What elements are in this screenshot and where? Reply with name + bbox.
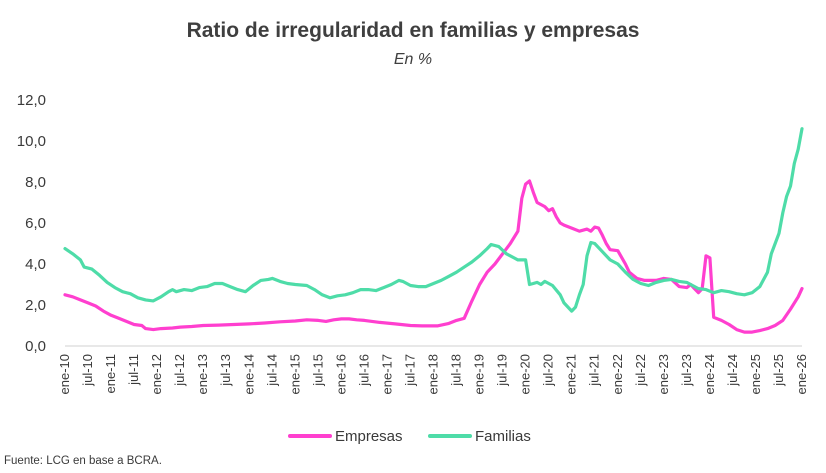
y-tick-label: 10,0 xyxy=(17,133,46,150)
x-tick-label: ene-19 xyxy=(472,354,487,394)
x-tick-label: ene-22 xyxy=(610,354,625,394)
series-layer xyxy=(63,127,804,334)
x-tick-label: ene-20 xyxy=(518,354,533,394)
x-tick-label: ene-25 xyxy=(748,354,763,394)
x-tick-label: jul-24 xyxy=(725,354,740,387)
y-tick-label: 4,0 xyxy=(25,256,46,273)
x-tick-label: ene-17 xyxy=(379,354,394,394)
x-tick-label: ene-12 xyxy=(149,354,164,394)
x-tick-label: ene-23 xyxy=(656,354,671,394)
x-tick-label: jul-20 xyxy=(541,354,556,387)
x-tick-label: ene-18 xyxy=(426,354,441,394)
y-tick-label: 6,0 xyxy=(25,215,46,232)
x-tick-label: jul-21 xyxy=(587,354,602,387)
x-axis: ene-10 jul-10 ene-11 jul-11 ene-12 jul-12 ene-… xyxy=(57,345,809,394)
x-tick-label: jul-23 xyxy=(679,354,694,387)
source-note: Fuente: LCG en base a BCRA. xyxy=(4,455,162,467)
y-tick-label: 8,0 xyxy=(25,174,46,191)
x-tick-label: jul-25 xyxy=(771,354,786,387)
x-tick-label: jul-10 xyxy=(80,354,95,387)
x-tick-label: ene-16 xyxy=(333,354,348,394)
x-tick-label: ene-11 xyxy=(103,354,118,394)
x-tick-label: jul-15 xyxy=(310,354,325,387)
y-tick-label: 12,0 xyxy=(17,92,46,109)
series-line-familias xyxy=(63,127,804,313)
y-axis: 0,0 2,0 4,0 6,0 8,0 10,0 12,0 xyxy=(17,92,46,355)
x-tick-label: jul-11 xyxy=(126,354,141,386)
chart-subtitle: En % xyxy=(394,51,432,68)
x-tick-label: jul-19 xyxy=(495,354,510,387)
x-tick-label: ene-24 xyxy=(702,354,717,394)
y-tick-label: 0,0 xyxy=(25,338,46,355)
x-tick-label: jul-13 xyxy=(218,354,233,387)
y-tick-label: 2,0 xyxy=(25,297,46,314)
x-tick-label: jul-22 xyxy=(633,354,648,387)
x-tick-label: jul-17 xyxy=(402,354,417,387)
x-tick-label: ene-10 xyxy=(57,354,72,394)
chart-title: Ratio de irregularidad en familias y emp… xyxy=(187,19,640,42)
x-tick-label: jul-16 xyxy=(356,354,371,387)
x-tick-label: ene-21 xyxy=(564,354,579,394)
x-tick-label: ene-13 xyxy=(195,354,210,394)
x-tick-label: ene-14 xyxy=(241,354,256,394)
legend-label-familias: Familias xyxy=(475,428,531,445)
x-tick-label: ene-15 xyxy=(287,354,302,394)
x-tick-label: jul-18 xyxy=(449,354,464,387)
legend: Empresas Familias xyxy=(288,428,531,445)
x-tick-label: jul-12 xyxy=(172,354,187,387)
x-tick-label: ene-26 xyxy=(794,354,809,394)
legend-label-empresas: Empresas xyxy=(335,428,403,445)
series-line-empresas xyxy=(63,179,804,334)
x-tick-label: jul-14 xyxy=(264,354,279,387)
